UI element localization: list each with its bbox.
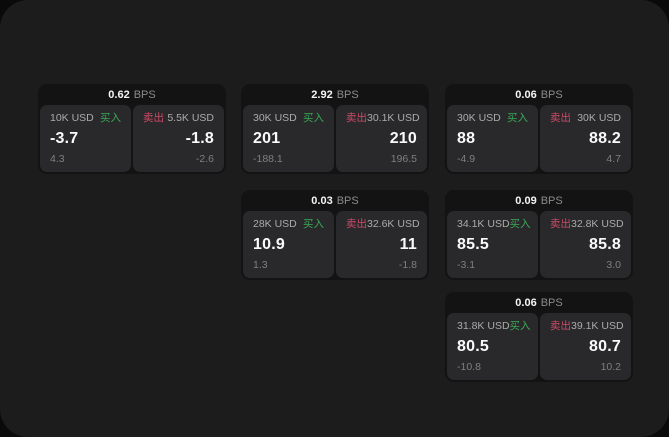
spread-header: 0.03 BPS	[243, 192, 427, 211]
spread-header: 0.62 BPS	[40, 86, 224, 105]
sell-notional: 30.1K USD	[367, 112, 420, 124]
sell-delta: 4.7	[606, 153, 621, 165]
spread-unit-label: BPS	[336, 195, 359, 207]
buy-price: 80.5	[457, 338, 489, 355]
buy-notional: 30K USD	[253, 112, 297, 124]
buy-side-label: 买入	[303, 218, 324, 230]
buy-price: 88	[457, 130, 476, 147]
buy-quote-pane[interactable]: 31.8K USD 买入 80.5 -10.8	[447, 313, 538, 380]
sell-side-label: 卖出	[550, 320, 571, 332]
buy-side-label: 买入	[509, 320, 531, 332]
spread-unit-label: BPS	[540, 89, 563, 101]
sell-side-label: 卖出	[346, 218, 367, 230]
buy-notional: 30K USD	[457, 112, 501, 124]
sell-side-label: 卖出	[550, 112, 571, 124]
sell-price: 210	[389, 130, 417, 147]
sell-delta: 3.0	[606, 259, 621, 271]
sell-quote-pane[interactable]: 卖出 32.6K USD 11 -1.8	[336, 211, 427, 278]
buy-quote-pane[interactable]: 10K USD 买入 -3.7 4.3	[40, 105, 131, 172]
buy-delta: -4.9	[457, 153, 476, 165]
sell-side-label: 卖出	[550, 218, 571, 230]
sell-price: -1.8	[185, 130, 214, 147]
spread-value: 0.06	[515, 297, 537, 309]
sell-price: 88.2	[589, 130, 621, 147]
spread-header: 0.06 BPS	[447, 86, 631, 105]
sell-delta: -1.8	[398, 259, 417, 271]
sell-notional: 32.6K USD	[367, 218, 420, 230]
spread-value: 2.92	[311, 89, 333, 101]
sell-quote-pane[interactable]: 卖出 30K USD 88.2 4.7	[540, 105, 631, 172]
quote-card: 0.06 BPS 30K USD 买入 88 -4.9 卖出 30K USD 8…	[445, 84, 633, 174]
buy-delta: 4.3	[50, 153, 65, 165]
sell-delta: -2.6	[195, 153, 214, 165]
buy-notional: 10K USD	[50, 112, 94, 124]
sell-quote-pane[interactable]: 卖出 5.5K USD -1.8 -2.6	[133, 105, 224, 172]
buy-delta: 1.3	[253, 259, 268, 271]
spread-header: 0.06 BPS	[447, 294, 631, 313]
buy-delta: -10.8	[457, 361, 481, 373]
sell-notional: 30K USD	[577, 112, 621, 124]
sell-quote-pane[interactable]: 卖出 39.1K USD 80.7 10.2	[540, 313, 631, 380]
sell-price: 11	[399, 236, 417, 253]
buy-side-label: 买入	[507, 112, 528, 124]
buy-quote-pane[interactable]: 30K USD 买入 201 -188.1	[243, 105, 334, 172]
buy-notional: 28K USD	[253, 218, 297, 230]
buy-side-label: 买入	[303, 112, 324, 124]
sell-quote-pane[interactable]: 卖出 32.8K USD 85.8 3.0	[540, 211, 631, 278]
spread-header: 0.09 BPS	[447, 192, 631, 211]
buy-side-label: 买入	[509, 218, 531, 230]
buy-price: -3.7	[50, 130, 79, 147]
spread-unit-label: BPS	[133, 89, 156, 101]
sell-notional: 39.1K USD	[571, 320, 624, 332]
sell-price: 80.7	[589, 338, 621, 355]
quote-card: 0.03 BPS 28K USD 买入 10.9 1.3 卖出 32.6K US…	[241, 190, 429, 280]
spread-value: 0.06	[515, 89, 537, 101]
buy-quote-pane[interactable]: 34.1K USD 买入 85.5 -3.1	[447, 211, 538, 278]
buy-delta: -188.1	[253, 153, 283, 165]
spread-value: 0.62	[108, 89, 130, 101]
sell-notional: 32.8K USD	[571, 218, 624, 230]
sell-quote-pane[interactable]: 卖出 30.1K USD 210 196.5	[336, 105, 427, 172]
spread-unit-label: BPS	[336, 89, 359, 101]
sell-delta: 10.2	[600, 361, 621, 373]
buy-price: 85.5	[457, 236, 489, 253]
quote-card: 0.62 BPS 10K USD 买入 -3.7 4.3 卖出 5.5K USD…	[38, 84, 226, 174]
buy-quote-pane[interactable]: 30K USD 买入 88 -4.9	[447, 105, 538, 172]
buy-delta: -3.1	[457, 259, 476, 271]
spread-value: 0.09	[515, 195, 537, 207]
sell-side-label: 卖出	[346, 112, 367, 124]
sell-notional: 5.5K USD	[167, 112, 214, 124]
sell-side-label: 卖出	[143, 112, 164, 124]
spread-header: 2.92 BPS	[243, 86, 427, 105]
quote-card: 0.09 BPS 34.1K USD 买入 85.5 -3.1 卖出 32.8K…	[445, 190, 633, 280]
sell-price: 85.8	[589, 236, 621, 253]
spread-unit-label: BPS	[540, 297, 563, 309]
sell-delta: 196.5	[390, 153, 417, 165]
buy-side-label: 买入	[100, 112, 121, 124]
buy-price: 10.9	[253, 236, 285, 253]
spread-value: 0.03	[311, 195, 333, 207]
buy-price: 201	[253, 130, 281, 147]
quote-card: 0.06 BPS 31.8K USD 买入 80.5 -10.8 卖出 39.1…	[445, 292, 633, 382]
spread-unit-label: BPS	[540, 195, 563, 207]
quote-card: 2.92 BPS 30K USD 买入 201 -188.1 卖出 30.1K …	[241, 84, 429, 174]
buy-notional: 31.8K USD	[457, 320, 510, 332]
buy-quote-pane[interactable]: 28K USD 买入 10.9 1.3	[243, 211, 334, 278]
buy-notional: 34.1K USD	[457, 218, 510, 230]
